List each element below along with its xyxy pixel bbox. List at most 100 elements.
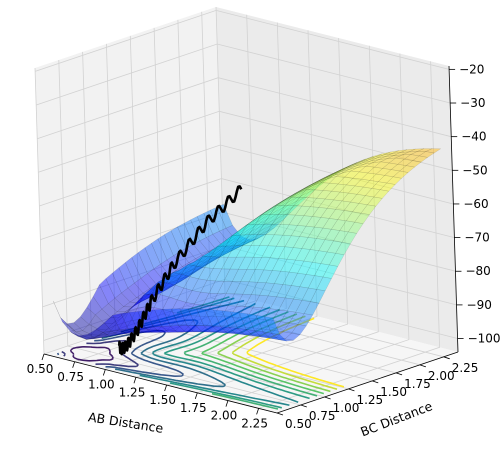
surface-patch [325, 171, 341, 180]
surface-patch [315, 174, 331, 183]
y-tick-label: 2.00 [428, 369, 455, 383]
surface-patch [184, 268, 200, 275]
surface-patch [354, 178, 371, 188]
z-tick-label: −80 [465, 264, 490, 278]
surface-patch [357, 162, 373, 168]
surface-patch [271, 214, 288, 225]
grid-line-x [166, 38, 349, 386]
contour-level [231, 315, 338, 390]
surface-patch [350, 165, 367, 173]
y-tick-mark [419, 364, 427, 368]
grid-line-x [105, 22, 287, 370]
surface-patch [168, 330, 184, 333]
surface-patch [261, 208, 277, 220]
surface-patch [253, 230, 269, 241]
surface-patch [276, 197, 292, 209]
surface-patch [131, 298, 147, 308]
surface-patch [250, 234, 267, 246]
surface-patch [221, 310, 238, 329]
surface-patch [170, 299, 187, 315]
surface-patch [248, 215, 264, 227]
surface-patch [245, 236, 261, 245]
surface-patch [261, 205, 277, 216]
surface-patch [282, 194, 298, 205]
surface-patch [368, 154, 384, 160]
surface-patch [125, 257, 142, 284]
surface-patch [277, 206, 293, 219]
surface-patch [231, 317, 248, 327]
surface-patch [263, 308, 280, 321]
z-tick-label: −50 [462, 163, 487, 177]
surface-patch [242, 234, 258, 246]
surface-patch [301, 237, 317, 250]
surface-patch [280, 310, 297, 324]
surface-patch [317, 174, 333, 182]
surface-patch [219, 227, 236, 243]
surface-patch [371, 181, 388, 190]
surface-patch [284, 191, 300, 202]
surface-patch [297, 215, 313, 227]
surface-patch [200, 257, 216, 269]
surface-patch [325, 171, 341, 179]
surface-patch [179, 247, 196, 263]
surface-patch [341, 192, 358, 203]
surface-patch [292, 186, 308, 196]
surface-patch [205, 234, 222, 249]
surface-patch [210, 245, 227, 258]
surface-patch [345, 177, 362, 187]
surface-patch [181, 262, 198, 271]
surface-patch [244, 333, 260, 337]
surface-patch [200, 279, 216, 294]
surface-patch [181, 314, 197, 326]
surface-patch [309, 238, 326, 251]
surface-patch [220, 246, 236, 257]
surface-patch [257, 223, 273, 235]
surface-patch [245, 215, 261, 227]
y-tick-label: 2.25 [452, 361, 479, 375]
contour-level [56, 329, 184, 377]
surface-patch [231, 224, 248, 236]
surface-patch [329, 176, 345, 185]
surface-patch [299, 274, 315, 289]
surface-patch [149, 320, 166, 331]
surface-patch [340, 165, 356, 172]
surface-patch [112, 313, 129, 331]
surface-patch [316, 190, 332, 200]
surface-patch [282, 322, 299, 334]
surface-patch [264, 212, 280, 225]
surface-patch [177, 272, 193, 279]
surface-patch [248, 228, 264, 240]
surface-patch [305, 182, 322, 191]
surface-patch [218, 249, 234, 258]
surface-patch [185, 268, 202, 278]
surface-patch [162, 308, 179, 327]
surface-patch [293, 286, 309, 301]
surface-patch [333, 166, 349, 175]
surface-patch [269, 205, 286, 215]
surface-patch [129, 297, 146, 304]
surface-patch [412, 155, 429, 163]
surface-patch [101, 332, 117, 338]
surface-patch [86, 337, 102, 340]
surface-patch [403, 154, 420, 161]
surface-patch [164, 281, 180, 288]
surface-patch [219, 331, 235, 334]
surface-patch [384, 169, 401, 178]
surface-patch [322, 264, 339, 279]
surface-patch [197, 254, 213, 268]
surface-patch [212, 242, 228, 256]
surface-patch [147, 307, 163, 322]
surface-patch [187, 255, 203, 267]
grid-line-y [153, 27, 397, 374]
surface-patch [326, 240, 343, 254]
x-tick-mark [41, 353, 45, 361]
contour-level [176, 296, 318, 410]
surface-patch [118, 306, 134, 318]
surface-patch [367, 166, 384, 175]
surface-patch [312, 250, 328, 264]
surface-patch [195, 258, 211, 271]
surface-patch [246, 214, 262, 226]
surface-patch [318, 198, 334, 209]
surface-patch [259, 205, 275, 216]
